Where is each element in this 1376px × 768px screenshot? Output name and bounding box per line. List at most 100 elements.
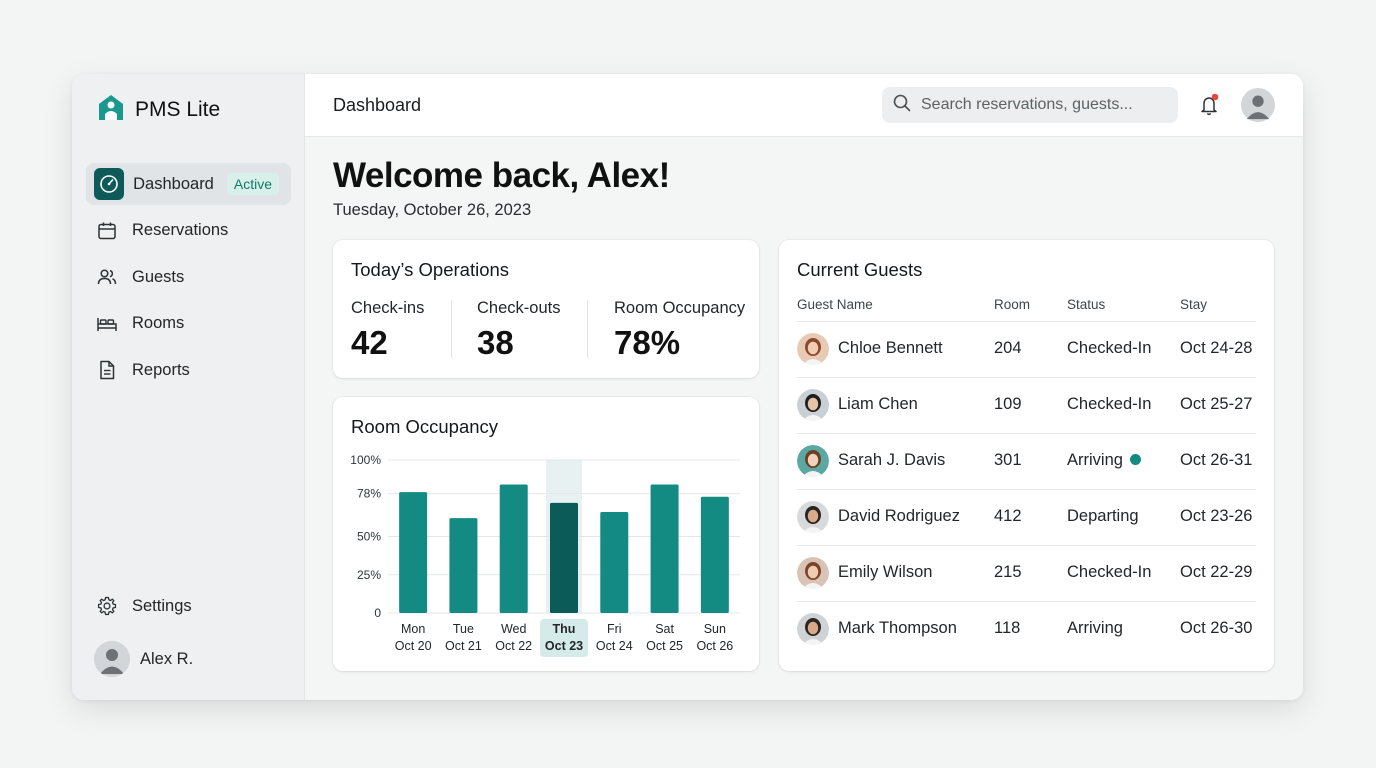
current-guests-card: Current Guests Guest Name Room Status St… <box>779 240 1274 671</box>
operations-card: Today’s Operations Check-ins 42 Check-ou… <box>333 240 759 378</box>
guest-room: 412 <box>994 507 1022 525</box>
x-tick-date: Oct 26 <box>696 639 733 653</box>
guest-room: 109 <box>994 395 1022 413</box>
status-text: Checked-In <box>1067 563 1152 581</box>
table-row[interactable]: Mark Thompson 118 Arriving Oct 26-30 <box>797 601 1256 657</box>
table-row[interactable]: Emily Wilson 215 Checked-In Oct 22-29 <box>797 545 1256 601</box>
user-profile[interactable]: Alex R. <box>94 641 193 677</box>
x-tick-day: Mon <box>401 622 425 636</box>
y-tick-label: 50% <box>357 530 381 544</box>
x-tick-day: Fri <box>607 622 622 636</box>
guest-stay: Oct 22-29 <box>1180 563 1253 581</box>
sidebar-item-reservations[interactable]: Reservations <box>86 210 291 252</box>
sidebar-nav: Dashboard Active Reservations Guests Ro <box>86 163 291 396</box>
guest-room: 204 <box>994 339 1022 357</box>
guest-name[interactable]: Mark Thompson <box>838 619 957 637</box>
x-tick-date: Oct 23 <box>545 639 583 653</box>
status-text: Checked-In <box>1067 395 1152 413</box>
active-badge: Active <box>226 173 279 195</box>
sidebar-item-label: Guests <box>132 267 185 286</box>
guest-avatar <box>797 501 829 533</box>
guest-name[interactable]: Sarah J. Davis <box>838 451 946 469</box>
guest-room: 215 <box>994 563 1022 581</box>
x-tick-day: Thu <box>553 622 576 636</box>
guest-stay: Oct 26-31 <box>1180 451 1253 469</box>
divider <box>587 300 588 358</box>
guest-status: Checked-In <box>1067 395 1151 414</box>
guest-avatar <box>797 557 829 589</box>
column-header-stay[interactable]: Stay <box>1180 297 1208 312</box>
bed-icon <box>95 312 119 336</box>
card-title: Today’s Operations <box>351 259 510 280</box>
guest-status: Departing <box>1067 507 1139 526</box>
welcome-heading: Welcome back, Alex! <box>333 156 670 195</box>
y-tick-label: 0 <box>374 606 381 620</box>
sidebar-item-rooms[interactable]: Rooms <box>86 303 291 345</box>
sidebar-item-dashboard[interactable]: Dashboard Active <box>86 163 291 205</box>
guest-avatar <box>797 389 829 421</box>
card-title: Room Occupancy <box>351 416 499 437</box>
brand[interactable]: PMS Lite <box>96 92 220 127</box>
notification-bell-icon[interactable] <box>1198 93 1222 122</box>
settings-label: Settings <box>132 596 192 615</box>
sidebar-item-guests[interactable]: Guests <box>86 256 291 298</box>
sidebar-item-label: Reservations <box>132 221 229 239</box>
guest-name[interactable]: Liam Chen <box>838 395 918 413</box>
avatar[interactable] <box>1241 88 1275 122</box>
guest-stay: Oct 23-26 <box>1180 507 1253 525</box>
x-tick-date: Oct 22 <box>495 639 532 653</box>
stat-label: Check-ins <box>351 299 425 317</box>
status-text: Arriving <box>1067 451 1123 469</box>
x-tick-date: Oct 25 <box>646 639 683 653</box>
guest-avatar <box>797 613 829 645</box>
guest-avatar <box>797 445 829 477</box>
table-row[interactable]: Liam Chen 109 Checked-In Oct 25-27 <box>797 377 1256 433</box>
sidebar-item-settings[interactable]: Settings <box>95 594 192 618</box>
guest-room: 118 <box>994 619 1021 637</box>
user-name: Alex R. <box>140 649 194 668</box>
guest-name[interactable]: David Rodriguez <box>838 507 960 525</box>
table-row[interactable]: David Rodriguez 412 Departing Oct 23-26 <box>797 489 1256 545</box>
users-icon <box>95 265 119 289</box>
bar-mon <box>399 492 428 613</box>
bar-thu <box>550 502 578 613</box>
guest-avatar <box>797 333 829 365</box>
search-input[interactable] <box>921 96 1161 114</box>
guest-name[interactable]: Emily Wilson <box>838 563 933 581</box>
stat-value: 78% <box>614 324 681 361</box>
stat-value: 42 <box>351 324 388 361</box>
stat-value: 38 <box>477 324 514 361</box>
x-tick-day: Tue <box>453 622 474 636</box>
column-header-status[interactable]: Status <box>1067 297 1106 312</box>
app-name: PMS Lite <box>135 97 221 121</box>
column-header-guest-name[interactable]: Guest Name <box>797 297 873 312</box>
guest-stay: Oct 25-27 <box>1180 395 1253 413</box>
stat-check-ins: Check-ins 42 <box>351 299 424 362</box>
guest-room: 301 <box>994 451 1022 469</box>
bar-fri <box>600 512 629 613</box>
page-title: Dashboard <box>333 94 422 115</box>
current-date: Tuesday, October 26, 2023 <box>333 201 532 219</box>
table-row[interactable]: Chloe Bennett 204 Checked-In Oct 24-28 <box>797 321 1256 377</box>
x-tick-day: Wed <box>501 622 527 636</box>
guest-status: Checked-In <box>1067 563 1151 582</box>
stat-label: Room Occupancy <box>614 299 746 317</box>
x-tick-day: Sat <box>655 622 674 636</box>
y-tick-label: 100% <box>350 453 381 467</box>
guest-name[interactable]: Chloe Bennett <box>838 339 943 357</box>
app-window: PMS Lite Dashboard Active Reservations <box>72 74 1303 700</box>
search-icon <box>892 93 912 118</box>
sidebar-item-reports[interactable]: Reports <box>86 349 291 391</box>
bar-sun <box>700 496 729 613</box>
table-row[interactable]: Sarah J. Davis 301 Arriving Oct 26-31 <box>797 433 1256 489</box>
gauge-icon <box>94 168 125 200</box>
highlight-label-bg <box>540 619 588 657</box>
y-tick-label: 78% <box>357 487 381 501</box>
top-bar: Dashboard <box>305 74 1303 137</box>
search-box[interactable] <box>882 87 1178 123</box>
column-header-room[interactable]: Room <box>994 297 1031 312</box>
calendar-icon <box>95 219 119 243</box>
x-tick-date: Oct 24 <box>596 639 633 653</box>
card-title: Current Guests <box>797 259 923 280</box>
hotel-logo-icon <box>96 92 126 127</box>
